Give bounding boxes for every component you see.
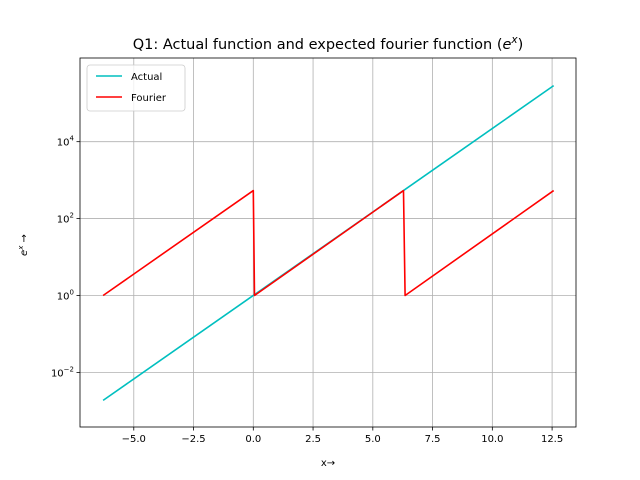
x-tick-label: 10.0 [481,434,503,445]
legend: Actual Fourier [86,64,186,112]
y-tick-label: 100 [57,288,74,302]
x-tick-label: 5.0 [365,434,381,445]
chart-title: Q1: Actual function and expected fourier… [133,34,524,53]
x-tick-label: 0.0 [245,434,261,445]
x-axis-label: x→ [321,458,335,469]
x-tick-label: −2.5 [181,434,205,445]
legend-label-fourier: Fourier [131,93,167,104]
legend-label-actual: Actual [131,72,162,83]
y-tick-label: 102 [57,212,74,226]
x-tick-label: 7.5 [425,434,441,445]
series-line-fourier [102,189,555,297]
y-axis-label: ex → [17,234,30,256]
plot-series [102,84,555,402]
axis-ticks: −5.0 −2.5 0.0 2.5 5.0 7.5 10.0 12.5 10−2 100 102 10… [51,135,563,445]
x-tick-label: −5.0 [122,434,146,445]
y-tick-label: 10−2 [51,365,74,379]
plot-frame [79,57,577,428]
y-tick-label: 104 [57,135,75,149]
x-tick-label: 2.5 [305,434,321,445]
x-tick-label: 12.5 [541,434,563,445]
